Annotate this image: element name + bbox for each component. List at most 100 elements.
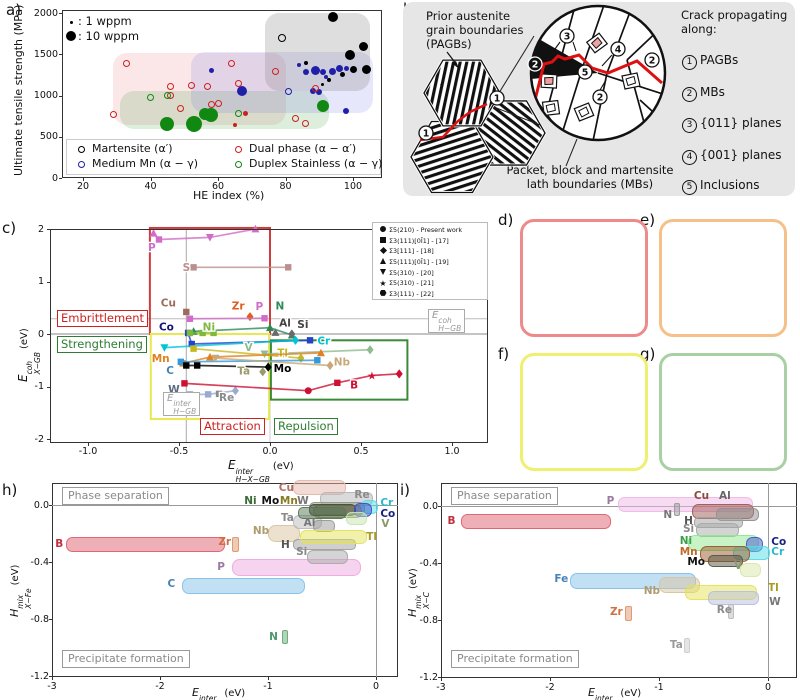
circled-2-icon: 2 [682,87,697,102]
x-tick [268,677,269,680]
panel-letter-f: f) [498,345,510,363]
x-tick [768,678,769,681]
x-tick [659,678,660,681]
y-tick [49,676,52,677]
violin-label-v: V [734,560,743,573]
legend-marker-icon [78,146,85,153]
x-tick-label: 0 [372,681,380,692]
crack-item-mbs: 2 MBs [682,85,725,102]
panel-letter-a: a) [6,1,22,19]
zero-line-h [52,505,398,506]
circled-4-icon: 4 [682,150,697,165]
x-tick-label: 80 [279,181,292,192]
data-point [163,92,171,99]
x-tick [353,178,354,181]
violin-label-h: H [684,514,693,527]
y-tick-label: -1.2 [30,670,49,682]
panel-i-axes [441,483,797,678]
data-point [336,64,343,72]
violin-label-b: B [55,537,64,550]
zero-line-v [768,483,769,678]
violin-label-h: H [280,539,290,552]
y-tick-label: -0.8 [419,614,438,626]
phase-separation-label-h: Phase separation [62,487,169,505]
legend-row: Σ5(210) - Present work [377,225,487,236]
crack-propagating-label: Crack propagating along: [681,8,788,36]
y-tick-label: -2 [34,433,44,445]
x-tick-label: 60 [211,181,225,192]
data-point [349,65,357,73]
violin-label-n: N [269,630,278,643]
violin-label-fe: Fe [554,573,569,586]
y-tick-label: -0.8 [30,613,49,625]
x-tick-label: -3 [47,681,57,692]
y-tick-label: 1500 [33,48,58,60]
x-tick-label: 1.0 [444,446,460,457]
violin-label-si: Si [682,523,695,536]
violin-label-mo: Mo [687,556,705,568]
y-tick [59,178,62,179]
violin-label-c: C [167,577,176,590]
circled-3-icon: 3 [682,118,697,133]
y-tick [49,562,52,563]
x-tick-label: -3 [436,682,446,693]
violin-label-ta: Ta [280,512,294,525]
violin-tl [300,530,368,545]
violin-nb [268,524,301,542]
violin-b [460,513,611,529]
legend-row: Σ3[111] - [18] [377,246,487,257]
panel-e-box [659,219,787,337]
violin-label-co: Co [771,536,787,549]
data-point [340,72,346,78]
y-tick [59,95,62,97]
data-point [319,69,326,76]
panel-a-legend [66,139,381,175]
x-tick [179,443,180,446]
x-tick [83,178,84,181]
crack-item-001: 4 {001} planes [682,148,782,165]
violin-si [306,550,348,565]
x-tick-label: -0.5 [169,446,189,457]
panel-letter-i: i) [400,481,411,499]
violin-label-zr: Zr [218,536,232,549]
panel-g-box [659,353,787,471]
legend-row: Σ5(111)[0Ī1] - [19] [377,257,487,268]
panel-c-axes [50,229,488,443]
y-tick-label: -1.2 [419,671,438,683]
y-tick-label: 0 [37,328,44,340]
violin-label-nb: Nb [252,525,270,538]
data-point [316,89,323,96]
violin-label-tl: Tl [366,530,378,543]
y-tick [438,677,441,678]
y-tick [59,13,62,14]
phase-separation-label-i: Phase separation [451,487,558,505]
x-tick-label: -1 [263,681,273,692]
violin-c [181,577,305,594]
legend-label: Medium Mn (α − γ) [92,157,198,170]
x-tick [52,677,53,680]
region-label-embrittlement: Embrittlement [57,310,149,327]
violin-label-p: P [606,494,615,507]
panel-letter-c: c) [2,219,17,237]
violin-mo [708,555,743,568]
data-point [327,78,332,83]
violin-label-nb: Nb [643,584,661,597]
legend-label: Duplex Stainless (α − γ) [249,157,383,170]
panel-h-axes [52,483,398,677]
violin-re [727,603,735,619]
data-point [312,84,320,92]
violin-label-cu: Cu [278,481,294,494]
data-point [207,101,215,109]
data-point [343,107,350,114]
data-point [285,88,293,96]
x-tick [150,178,152,181]
y-tick-label: 0.0 [33,499,49,511]
x-tick [285,178,287,181]
x-tick-label: 0.0 [262,446,278,457]
violin-label-mo: Mo [261,495,280,508]
size-legend-10wppm: : 10 wppm [78,29,140,43]
dot-large-icon [66,31,76,41]
legend-row: Σ3(111)[0Ī1] - [17] [377,236,487,247]
violin-zr [232,536,239,552]
